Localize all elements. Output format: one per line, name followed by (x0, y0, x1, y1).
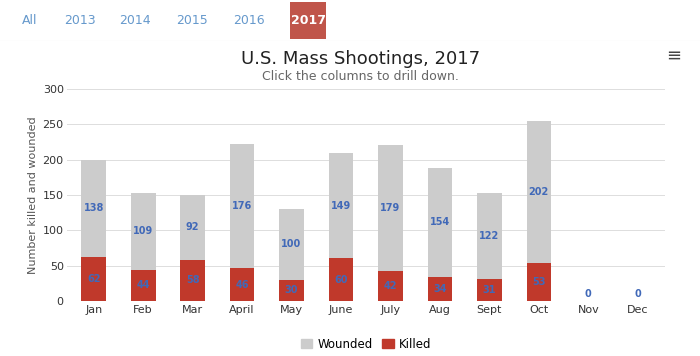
Text: 154: 154 (430, 218, 450, 227)
Text: 30: 30 (285, 285, 298, 295)
Text: 46: 46 (235, 279, 248, 289)
Text: 0: 0 (634, 289, 641, 299)
Text: 31: 31 (483, 285, 496, 295)
Bar (230, 268, 255, 301)
Bar (428, 277, 452, 301)
Text: 44: 44 (136, 280, 150, 290)
Text: 179: 179 (380, 203, 400, 213)
Bar (378, 145, 402, 271)
Bar (81, 257, 106, 301)
Bar (181, 260, 205, 301)
Text: Click the columns to drill down.: Click the columns to drill down. (262, 70, 459, 83)
Text: 92: 92 (186, 222, 200, 232)
Text: 122: 122 (480, 231, 500, 241)
Text: 2013: 2013 (64, 14, 96, 27)
Legend: Wounded, Killed: Wounded, Killed (296, 333, 435, 355)
Text: 60: 60 (335, 274, 348, 285)
Text: 53: 53 (532, 277, 545, 287)
Text: 0: 0 (585, 289, 591, 299)
Text: 149: 149 (331, 201, 351, 211)
Bar (131, 193, 155, 270)
Bar (181, 195, 205, 260)
Y-axis label: Number killed and wounded: Number killed and wounded (29, 116, 38, 274)
Text: U.S. Mass Shootings, 2017: U.S. Mass Shootings, 2017 (241, 50, 480, 68)
Text: 2016: 2016 (233, 14, 265, 27)
Bar (378, 271, 402, 301)
Text: 42: 42 (384, 281, 397, 291)
Text: 58: 58 (186, 275, 199, 286)
Bar (290, 2, 326, 38)
Text: ≡: ≡ (666, 46, 681, 64)
Bar (230, 144, 255, 268)
Text: 138: 138 (83, 203, 104, 213)
Bar (329, 258, 354, 301)
Text: 100: 100 (281, 239, 302, 249)
Text: 202: 202 (528, 187, 549, 197)
Text: 62: 62 (87, 274, 101, 284)
Bar (279, 280, 304, 301)
Bar (526, 121, 551, 263)
Text: 2014: 2014 (119, 14, 150, 27)
Text: 109: 109 (133, 226, 153, 236)
Text: 2017: 2017 (290, 14, 326, 27)
Text: 2015: 2015 (176, 14, 208, 27)
Bar (526, 263, 551, 301)
Bar (428, 168, 452, 277)
Text: 34: 34 (433, 284, 447, 294)
Bar (131, 270, 155, 301)
Text: All: All (22, 14, 38, 27)
Bar (477, 279, 502, 301)
Bar (329, 153, 354, 258)
Bar (477, 193, 502, 279)
Bar (81, 159, 106, 257)
Text: 176: 176 (232, 201, 252, 211)
Bar (279, 209, 304, 280)
